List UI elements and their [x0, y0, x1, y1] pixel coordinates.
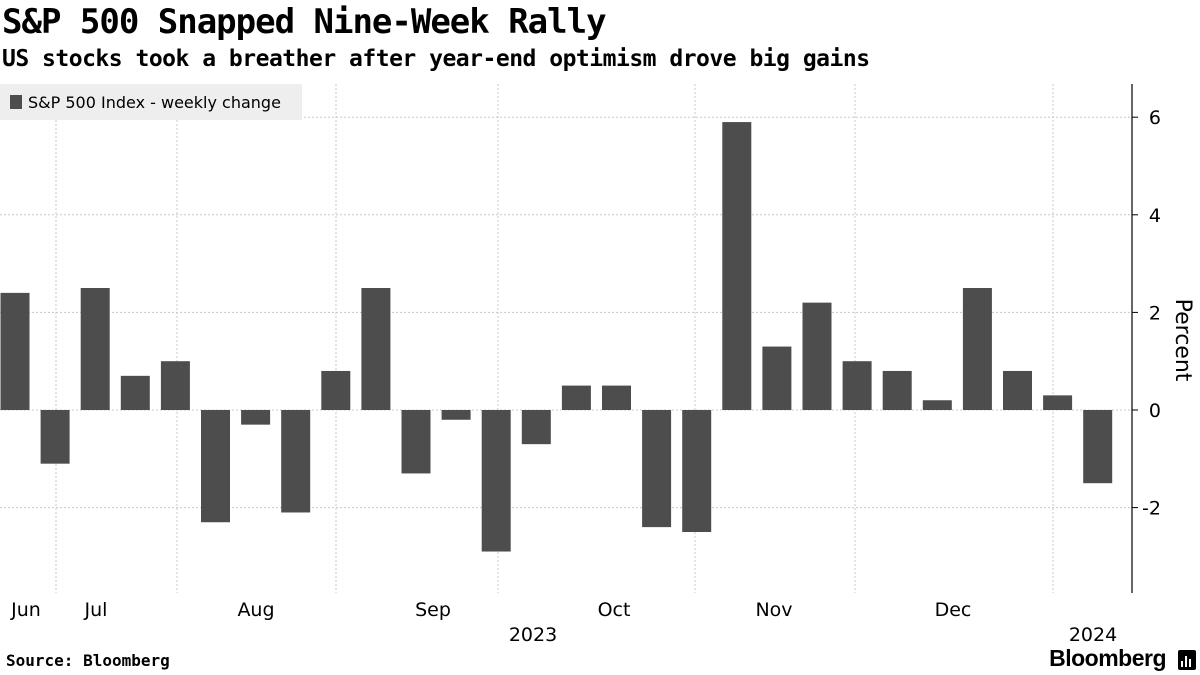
bar: [802, 302, 832, 410]
bar: [241, 410, 271, 425]
y-tick-label: 2: [1149, 302, 1161, 324]
bar: [722, 122, 752, 410]
bar: [281, 410, 311, 513]
x-tick-label: Jul: [84, 599, 108, 621]
bar: [481, 410, 511, 552]
bar: [682, 410, 712, 532]
bar: [962, 288, 992, 410]
y-tick-label: 0: [1149, 400, 1161, 422]
y-tick-label: 4: [1149, 205, 1161, 227]
bloomberg-chart-icon: [1178, 650, 1196, 670]
bar: [361, 288, 391, 410]
bar: [321, 370, 351, 410]
bar: [1043, 395, 1073, 410]
bar: [842, 361, 872, 410]
bloomberg-logo-text: Bloomberg: [1049, 645, 1166, 671]
y-tick-label: -2: [1142, 498, 1161, 520]
bars: [0, 122, 1113, 552]
bar: [80, 288, 110, 410]
bar: [1083, 410, 1113, 484]
bar: [441, 410, 471, 420]
legend-background: [0, 84, 302, 120]
bar: [642, 410, 672, 528]
bar: [120, 375, 150, 410]
grid-lines: [0, 84, 1132, 593]
x-tick-label: Oct: [598, 599, 631, 621]
legend-label: S&P 500 Index - weekly change: [28, 93, 281, 112]
legend-swatch: [10, 95, 22, 109]
bar: [882, 370, 912, 410]
y-axis: -2 0 2 4 6: [1131, 84, 1161, 593]
x-year-label: 2023: [509, 624, 557, 646]
y-axis-label: Percent: [1170, 299, 1195, 382]
bar: [160, 361, 190, 410]
bar: [40, 410, 70, 464]
x-tick-label: Sep: [415, 599, 451, 621]
x-tick-label: Jun: [10, 599, 41, 621]
y-tick-label: 6: [1149, 107, 1161, 129]
bar: [401, 410, 431, 474]
x-tick-label: Aug: [237, 599, 274, 621]
source-note: Source: Bloomberg: [6, 651, 170, 670]
x-year-label: 2024: [1069, 624, 1117, 646]
chart-subtitle: US stocks took a breather after year-end…: [2, 46, 870, 72]
bar: [0, 292, 30, 410]
legend: S&P 500 Index - weekly change: [0, 84, 302, 120]
x-axis-labels: Jun Jul Aug Sep Oct Nov Dec 2023 2024: [10, 599, 1117, 646]
bar: [201, 410, 230, 523]
bar: [762, 346, 792, 410]
x-tick-label: Nov: [755, 599, 792, 621]
bar: [1003, 370, 1032, 410]
bar: [561, 385, 591, 410]
chart-title: S&P 500 Snapped Nine-Week Rally: [2, 2, 607, 42]
bar: [922, 400, 952, 410]
x-tick-label: Dec: [935, 599, 972, 621]
bar: [602, 385, 631, 410]
bar: [521, 410, 551, 445]
